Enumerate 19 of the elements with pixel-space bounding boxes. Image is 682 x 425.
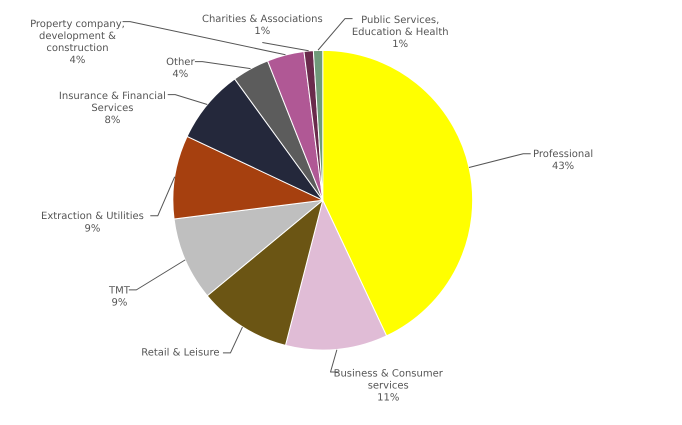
data-label: 43%: [552, 161, 574, 172]
data-label: 4%: [70, 55, 86, 66]
slice-label: Property company, development & construction: [30, 18, 125, 54]
slice-label: Charities & Associations: [202, 14, 323, 25]
data-label: 8%: [104, 115, 120, 126]
data-label: 4%: [172, 69, 188, 80]
data-label: 9%: [84, 223, 100, 234]
data-label: 1%: [392, 39, 408, 50]
data-label: 9%: [111, 297, 128, 308]
slice-label: Retail & Leisure: [141, 347, 220, 358]
slice-label: Extraction & Utilities: [41, 211, 144, 222]
slice-label: Public Services, Education & Health: [352, 14, 449, 38]
data-label: 1%: [254, 26, 270, 38]
slice-label: Professional: [533, 149, 594, 160]
slice-label: Other: [166, 57, 196, 68]
slice-label: Insurance & Financial Services: [58, 91, 166, 114]
data-label: 11%: [377, 392, 400, 404]
slice-label: TMT: [108, 285, 131, 296]
slice-label: Business & Consumer services: [334, 368, 444, 392]
